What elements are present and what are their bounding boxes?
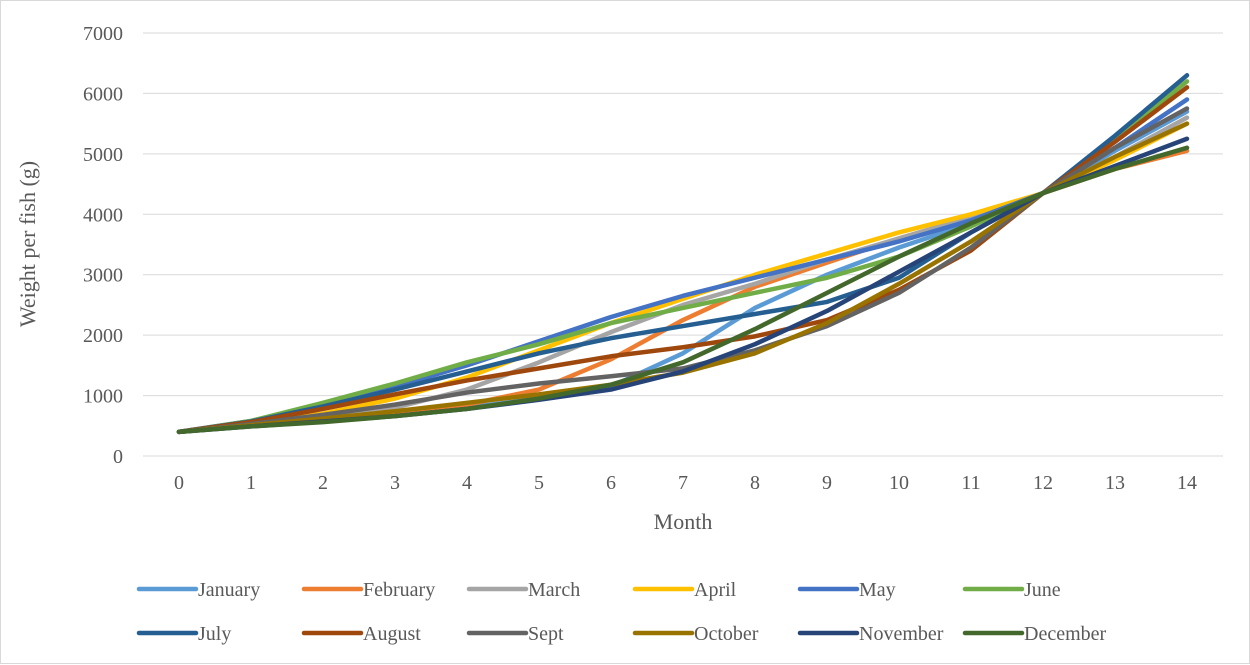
x-tick-label: 2 (318, 472, 328, 494)
legend-label: November (859, 623, 944, 645)
x-tick-label: 11 (961, 472, 980, 494)
x-tick-label: 3 (390, 472, 400, 494)
legend-label: June (1024, 579, 1061, 601)
x-tick-label: 8 (750, 472, 760, 494)
legend-item-may: May (797, 579, 896, 601)
x-tick-label: 10 (889, 472, 909, 494)
x-tick-label: 12 (1033, 472, 1053, 494)
legend-item-august: August (301, 623, 421, 645)
series-line-october (176, 121, 1190, 435)
series-line-december (176, 145, 1190, 435)
legend-item-march: March (466, 579, 580, 601)
legend-item-june: June (962, 579, 1061, 601)
y-tick-label: 5000 (83, 144, 123, 166)
gridlines (143, 32, 1223, 457)
series-lines (176, 73, 1190, 435)
legend-label: December (1024, 623, 1107, 645)
series-line-august (176, 85, 1190, 435)
x-tick-label: 0 (174, 472, 184, 494)
series-line-january (176, 109, 1190, 435)
legend-item-october: October (632, 623, 759, 645)
x-tick-label: 7 (678, 472, 688, 494)
legend-item-november: November (797, 623, 944, 645)
legend-item-july: July (136, 623, 231, 645)
series-line-june (176, 79, 1190, 435)
y-tick-label: 6000 (83, 83, 123, 105)
legend-label: Sept (528, 623, 564, 645)
x-tick-label: 4 (462, 472, 472, 494)
x-axis-title: Month (654, 509, 713, 534)
series-line-november (176, 136, 1190, 435)
legend-item-december: December (962, 623, 1107, 645)
legend-label: July (198, 623, 231, 645)
series-line-sept (176, 106, 1190, 435)
y-tick-label: 3000 (83, 265, 123, 287)
x-tick-label: 6 (606, 472, 616, 494)
legend-label: January (198, 579, 260, 601)
x-tick-label: 13 (1105, 472, 1125, 494)
y-tick-labels: 0 1000 2000 3000 4000 5000 6000 7000 (83, 23, 123, 468)
legend-label: May (859, 579, 896, 601)
x-tick-label: 9 (822, 472, 832, 494)
x-tick-label: 14 (1177, 472, 1197, 494)
series-line-april (176, 121, 1190, 435)
y-tick-label: 4000 (83, 204, 123, 226)
y-axis-title: Weight per fish (g) (15, 161, 40, 327)
x-tick-label: 1 (246, 472, 256, 494)
series-line-july (176, 73, 1190, 435)
series-line-may (176, 97, 1190, 435)
y-tick-label: 7000 (83, 23, 123, 45)
legend: January February March April May June July Augu… (136, 579, 1107, 645)
legend-label: October (694, 623, 759, 645)
x-tick-labels: 0 1 2 3 4 5 6 7 8 9 10 11 12 13 14 (174, 472, 1197, 494)
legend-item-february: February (301, 579, 435, 601)
legend-item-sept: Sept (466, 623, 564, 645)
legend-item-april: April (632, 579, 737, 601)
y-tick-label: 0 (113, 446, 123, 468)
legend-label: March (528, 579, 580, 601)
x-tick-label: 5 (534, 472, 544, 494)
legend-label: April (694, 579, 737, 601)
y-tick-label: 1000 (83, 386, 123, 408)
legend-item-january: January (136, 579, 260, 601)
legend-label: February (363, 579, 435, 601)
y-tick-label: 2000 (83, 325, 123, 347)
legend-label: August (363, 623, 421, 645)
